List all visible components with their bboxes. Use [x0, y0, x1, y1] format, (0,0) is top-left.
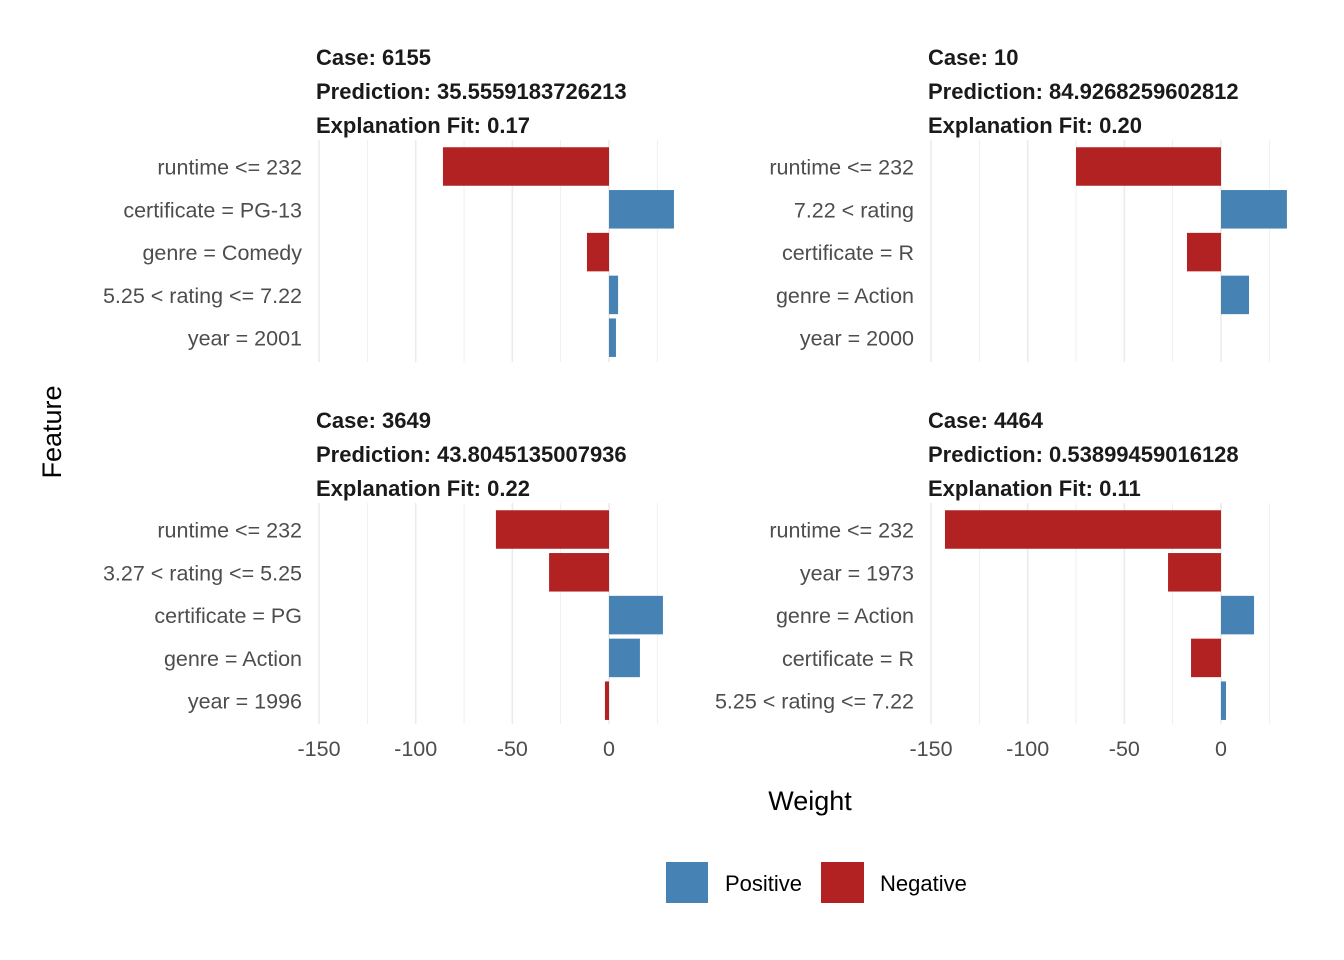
bar-positive [1221, 275, 1250, 315]
x-tick-label: -50 [1109, 737, 1140, 761]
panel-fit-label: Explanation Fit: 0.17 [316, 113, 530, 138]
feature-label: certificate = PG [154, 604, 302, 628]
legend-label-negative: Negative [880, 871, 967, 896]
legend: Positive Negative [666, 862, 967, 903]
feature-label: runtime <= 232 [769, 519, 914, 543]
bar-positive [1221, 681, 1227, 720]
feature-label: 5.25 < rating <= 7.22 [103, 284, 302, 308]
x-tick-label: 0 [603, 737, 615, 761]
feature-label: runtime <= 232 [157, 519, 302, 543]
feature-label: genre = Comedy [142, 241, 302, 265]
feature-label: certificate = R [782, 647, 914, 671]
panel-prediction-label: Prediction: 84.9268259602812 [928, 79, 1239, 104]
bar-negative [586, 232, 609, 272]
feature-label: runtime <= 232 [157, 156, 302, 180]
facet-panels: Case: 6155 Prediction: 35.5559183726213 Ex… [103, 45, 1287, 761]
facet-panel-4: Case: 4464 Prediction: 0.53899459016128 Ex… [715, 408, 1270, 761]
bar-negative [1186, 232, 1221, 272]
feature-label: genre = Action [776, 604, 914, 628]
facet-panel-3: Case: 3649 Prediction: 43.8045135007936 Ex… [103, 408, 663, 761]
feature-label: certificate = PG-13 [123, 198, 302, 222]
y-axis-title: Feature [37, 385, 67, 478]
bar-negative [1168, 553, 1221, 592]
x-tick-label: -150 [298, 737, 341, 761]
facet-panel-1: Case: 6155 Prediction: 35.5559183726213 Ex… [103, 45, 674, 362]
bar-negative [604, 681, 609, 720]
panel-case-label: Case: 4464 [928, 408, 1044, 433]
bar-positive [609, 638, 640, 678]
feature-label: genre = Action [776, 284, 914, 308]
feature-label: genre = Action [164, 647, 302, 671]
bar-negative [442, 147, 609, 186]
bar-positive [609, 318, 616, 357]
bar-negative [1076, 147, 1221, 186]
panel-fit-label: Explanation Fit: 0.22 [316, 476, 530, 501]
x-tick-label: 0 [1215, 737, 1227, 761]
bar-positive [609, 595, 663, 635]
x-tick-label: -100 [1006, 737, 1049, 761]
bar-positive [1221, 595, 1255, 635]
bar-negative [1191, 638, 1221, 678]
x-tick-label: -150 [910, 737, 953, 761]
feature-label: year = 2000 [800, 327, 914, 351]
panel-prediction-label: Prediction: 35.5559183726213 [316, 79, 627, 104]
panel-fit-label: Explanation Fit: 0.11 [928, 476, 1141, 501]
feature-label: 7.22 < rating [794, 198, 914, 222]
feature-label: 5.25 < rating <= 7.22 [715, 690, 914, 714]
bar-negative [944, 510, 1221, 549]
feature-label: certificate = R [782, 241, 914, 265]
bar-positive [609, 190, 674, 229]
feature-label: year = 1996 [188, 690, 302, 714]
bar-positive [609, 275, 619, 315]
panel-fit-label: Explanation Fit: 0.20 [928, 113, 1142, 138]
legend-swatch-negative [821, 862, 864, 903]
panel-case-label: Case: 6155 [316, 45, 431, 70]
panel-prediction-label: Prediction: 0.53899459016128 [928, 442, 1239, 467]
feature-label: year = 1973 [800, 561, 914, 585]
panel-prediction-label: Prediction: 43.8045135007936 [316, 442, 627, 467]
legend-swatch-positive [666, 862, 708, 903]
feature-label: runtime <= 232 [769, 156, 914, 180]
panel-case-label: Case: 3649 [316, 408, 431, 433]
x-axis-title: Weight [768, 786, 852, 816]
bar-negative [495, 510, 609, 549]
legend-label-positive: Positive [725, 871, 802, 896]
x-tick-label: -50 [497, 737, 528, 761]
panel-case-label: Case: 10 [928, 45, 1019, 70]
x-tick-label: -100 [394, 737, 437, 761]
facet-panel-2: Case: 10 Prediction: 84.9268259602812 Expl… [769, 45, 1287, 362]
bar-negative [549, 553, 609, 592]
feature-label: year = 2001 [188, 327, 302, 351]
bar-positive [1221, 190, 1287, 229]
feature-label: 3.27 < rating <= 5.25 [103, 561, 302, 585]
